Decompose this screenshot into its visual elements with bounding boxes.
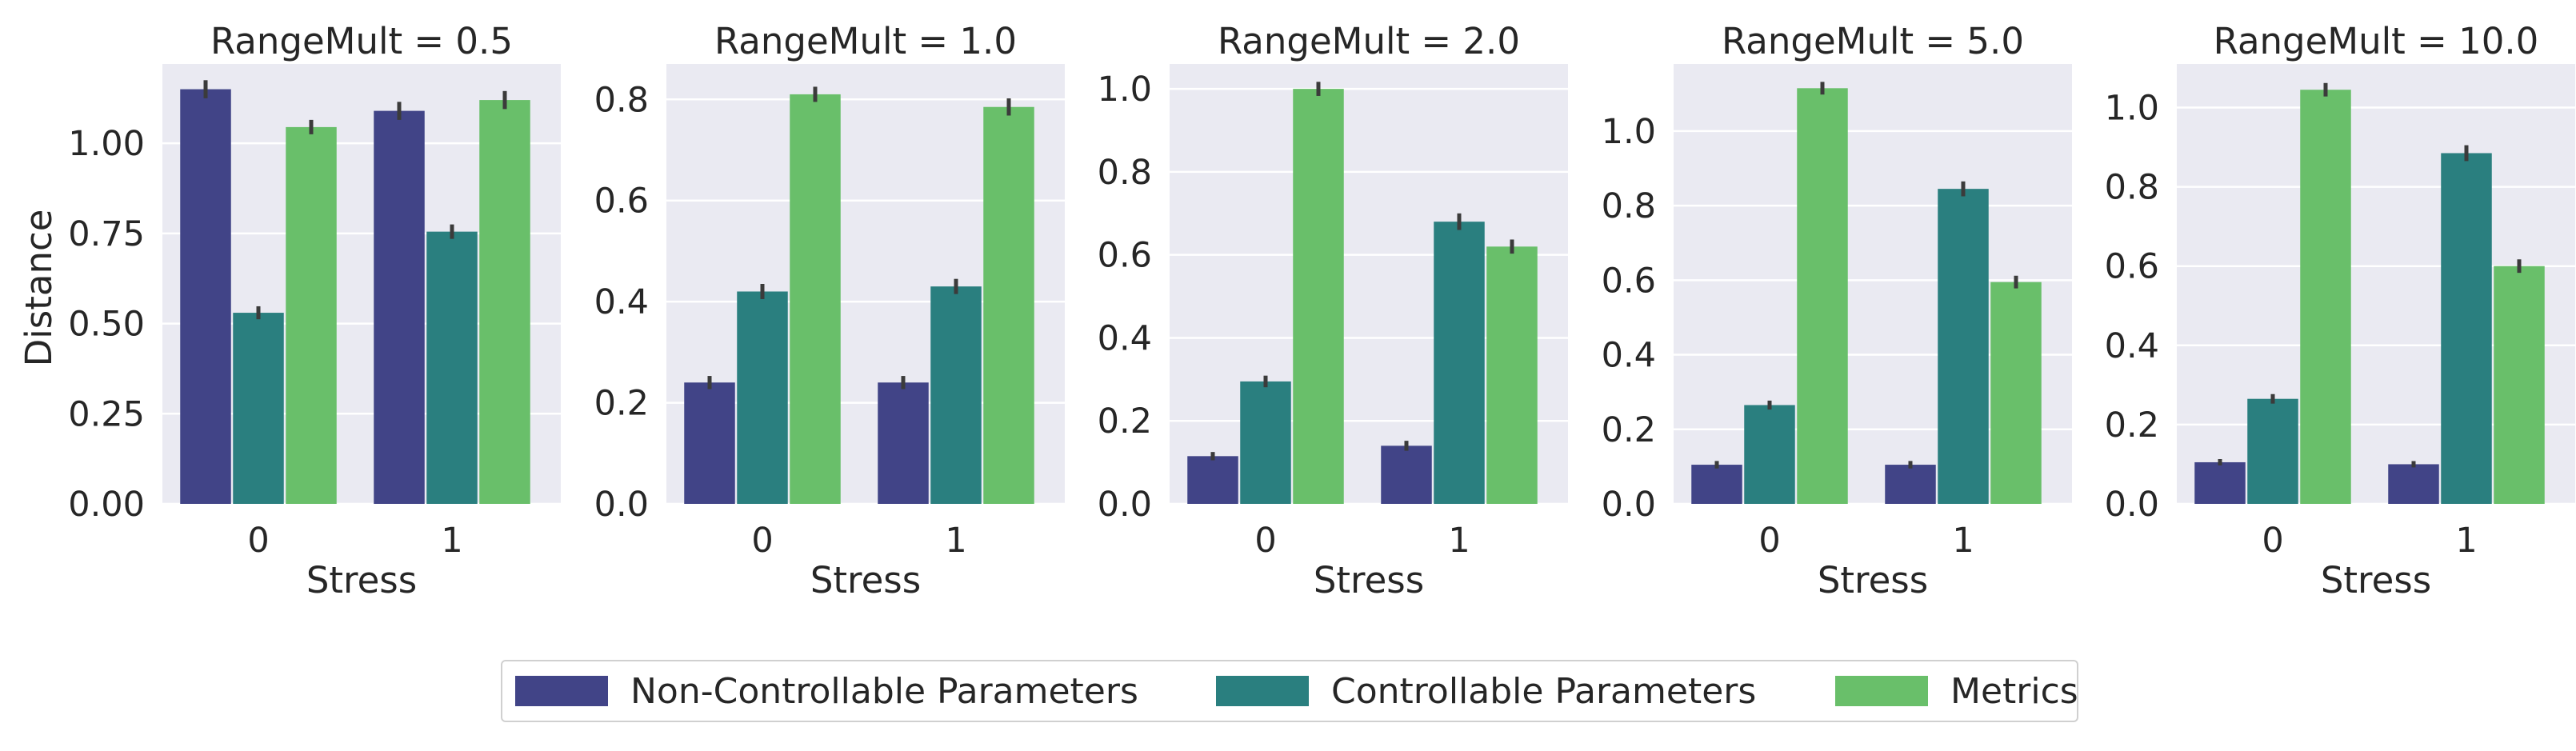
y-tick-label: 0.4 [2105,326,2159,366]
panel-title: RangeMult = 1.0 [714,20,1017,62]
bar-controllable-stress-1 [930,286,982,504]
x-tick-label: 0 [2262,521,2283,561]
y-tick-label: 0.2 [1098,401,1152,441]
bar-controllable-stress-1 [426,231,478,504]
legend-item-controllable: Controllable Parameters [1216,661,1756,721]
legend-swatch-non-controllable [515,676,608,706]
y-tick-label: 0.4 [1602,336,1656,376]
x-tick-label: 0 [751,521,773,561]
y-tick-label: 0.00 [68,485,145,525]
x-tick-label: 1 [441,521,462,561]
y-tick-label: 0.2 [2105,405,2159,445]
legend-item-metrics: Metrics [1835,661,2078,721]
bar-controllable-stress-0 [2247,398,2298,504]
bar-metrics-stress-1 [2494,266,2545,504]
legend-swatch-controllable [1216,676,1309,706]
bar-metrics-stress-0 [790,94,841,505]
x-tick-label: 0 [1758,521,1780,561]
y-tick-label: 0.25 [68,394,145,434]
panel-title: RangeMult = 0.5 [210,20,513,62]
legend-item-non-controllable: Non-Controllable Parameters [515,661,1138,721]
x-tick-label: 0 [1254,521,1276,561]
bar-metrics-stress-0 [1797,88,1848,504]
x-axis-label: Stress [306,559,417,601]
x-tick-label: 1 [945,521,966,561]
legend-label-controllable: Controllable Parameters [1331,670,1757,712]
bar-non-controllable-stress-0 [180,89,231,505]
x-tick-label: 1 [1448,521,1470,561]
y-tick-label: 0.8 [594,80,649,120]
bar-controllable-stress-1 [2441,153,2492,504]
bar-non-controllable-stress-0 [2194,461,2246,504]
bar-controllable-stress-1 [1938,189,1989,504]
bar-non-controllable-stress-0 [1187,456,1238,504]
bar-controllable-stress-0 [1240,381,1291,504]
bar-non-controllable-stress-0 [684,382,735,504]
bar-metrics-stress-1 [1990,282,2042,504]
y-tick-label: 1.0 [1098,70,1152,110]
bar-controllable-stress-0 [1744,405,1795,504]
y-tick-label: 0.2 [594,384,649,424]
y-tick-label: 1.0 [1602,112,1656,152]
y-tick-label: 0.6 [594,182,649,222]
bar-metrics-stress-0 [1293,89,1344,504]
legend-label-non-controllable: Non-Controllable Parameters [630,670,1138,712]
bar-metrics-stress-1 [479,100,530,504]
x-tick-label: 0 [247,521,269,561]
legend-label-metrics: Metrics [1950,670,2078,712]
bar-non-controllable-stress-1 [1885,465,1936,504]
x-tick-label: 1 [1952,521,1974,561]
legend-swatch-metrics [1835,676,1928,706]
bar-non-controllable-stress-0 [1691,465,1742,504]
y-tick-label: 0.4 [1098,318,1152,358]
x-axis-label: Stress [2321,559,2431,601]
y-tick-label: 1.0 [2105,89,2159,129]
panel-title: RangeMult = 10.0 [2214,20,2539,62]
y-tick-label: 0.4 [594,282,649,322]
x-axis-label: Stress [810,559,921,601]
bar-controllable-stress-1 [1434,222,1485,504]
y-tick-label: 0.2 [1602,410,1656,450]
x-axis-label: Stress [1314,559,1424,601]
y-tick-label: 0.0 [2105,485,2159,525]
y-tick-label: 0.0 [594,485,649,525]
bar-non-controllable-stress-1 [878,382,929,504]
y-tick-label: 0.6 [1602,261,1656,301]
bar-metrics-stress-1 [983,106,1034,504]
y-tick-label: 1.00 [68,124,145,164]
bar-controllable-stress-0 [233,313,284,504]
bar-non-controllable-stress-1 [2388,464,2439,504]
y-tick-label: 0.6 [2105,247,2159,287]
bar-controllable-stress-0 [737,291,788,504]
x-axis-label: Stress [1818,559,1928,601]
y-tick-label: 0.8 [1602,186,1656,226]
y-tick-label: 0.75 [68,214,145,254]
y-tick-label: 0.0 [1098,485,1152,525]
bar-metrics-stress-0 [286,126,337,505]
y-tick-label: 0.8 [1098,153,1152,193]
x-tick-label: 1 [2455,521,2477,561]
bar-metrics-stress-0 [2300,90,2351,504]
y-tick-label: 0.0 [1602,485,1656,525]
legend: Non-Controllable Parameters Controllable… [501,660,2078,722]
bar-non-controllable-stress-1 [374,110,425,504]
y-tick-label: 0.50 [68,305,145,345]
bar-metrics-stress-1 [1486,246,1538,504]
panel-title: RangeMult = 5.0 [1722,20,2024,62]
y-axis-label: Distance [18,210,60,367]
bar-non-controllable-stress-1 [1381,445,1432,504]
panel-title: RangeMult = 2.0 [1218,20,1520,62]
y-tick-label: 0.6 [1098,236,1152,276]
y-tick-label: 0.8 [2105,168,2159,208]
